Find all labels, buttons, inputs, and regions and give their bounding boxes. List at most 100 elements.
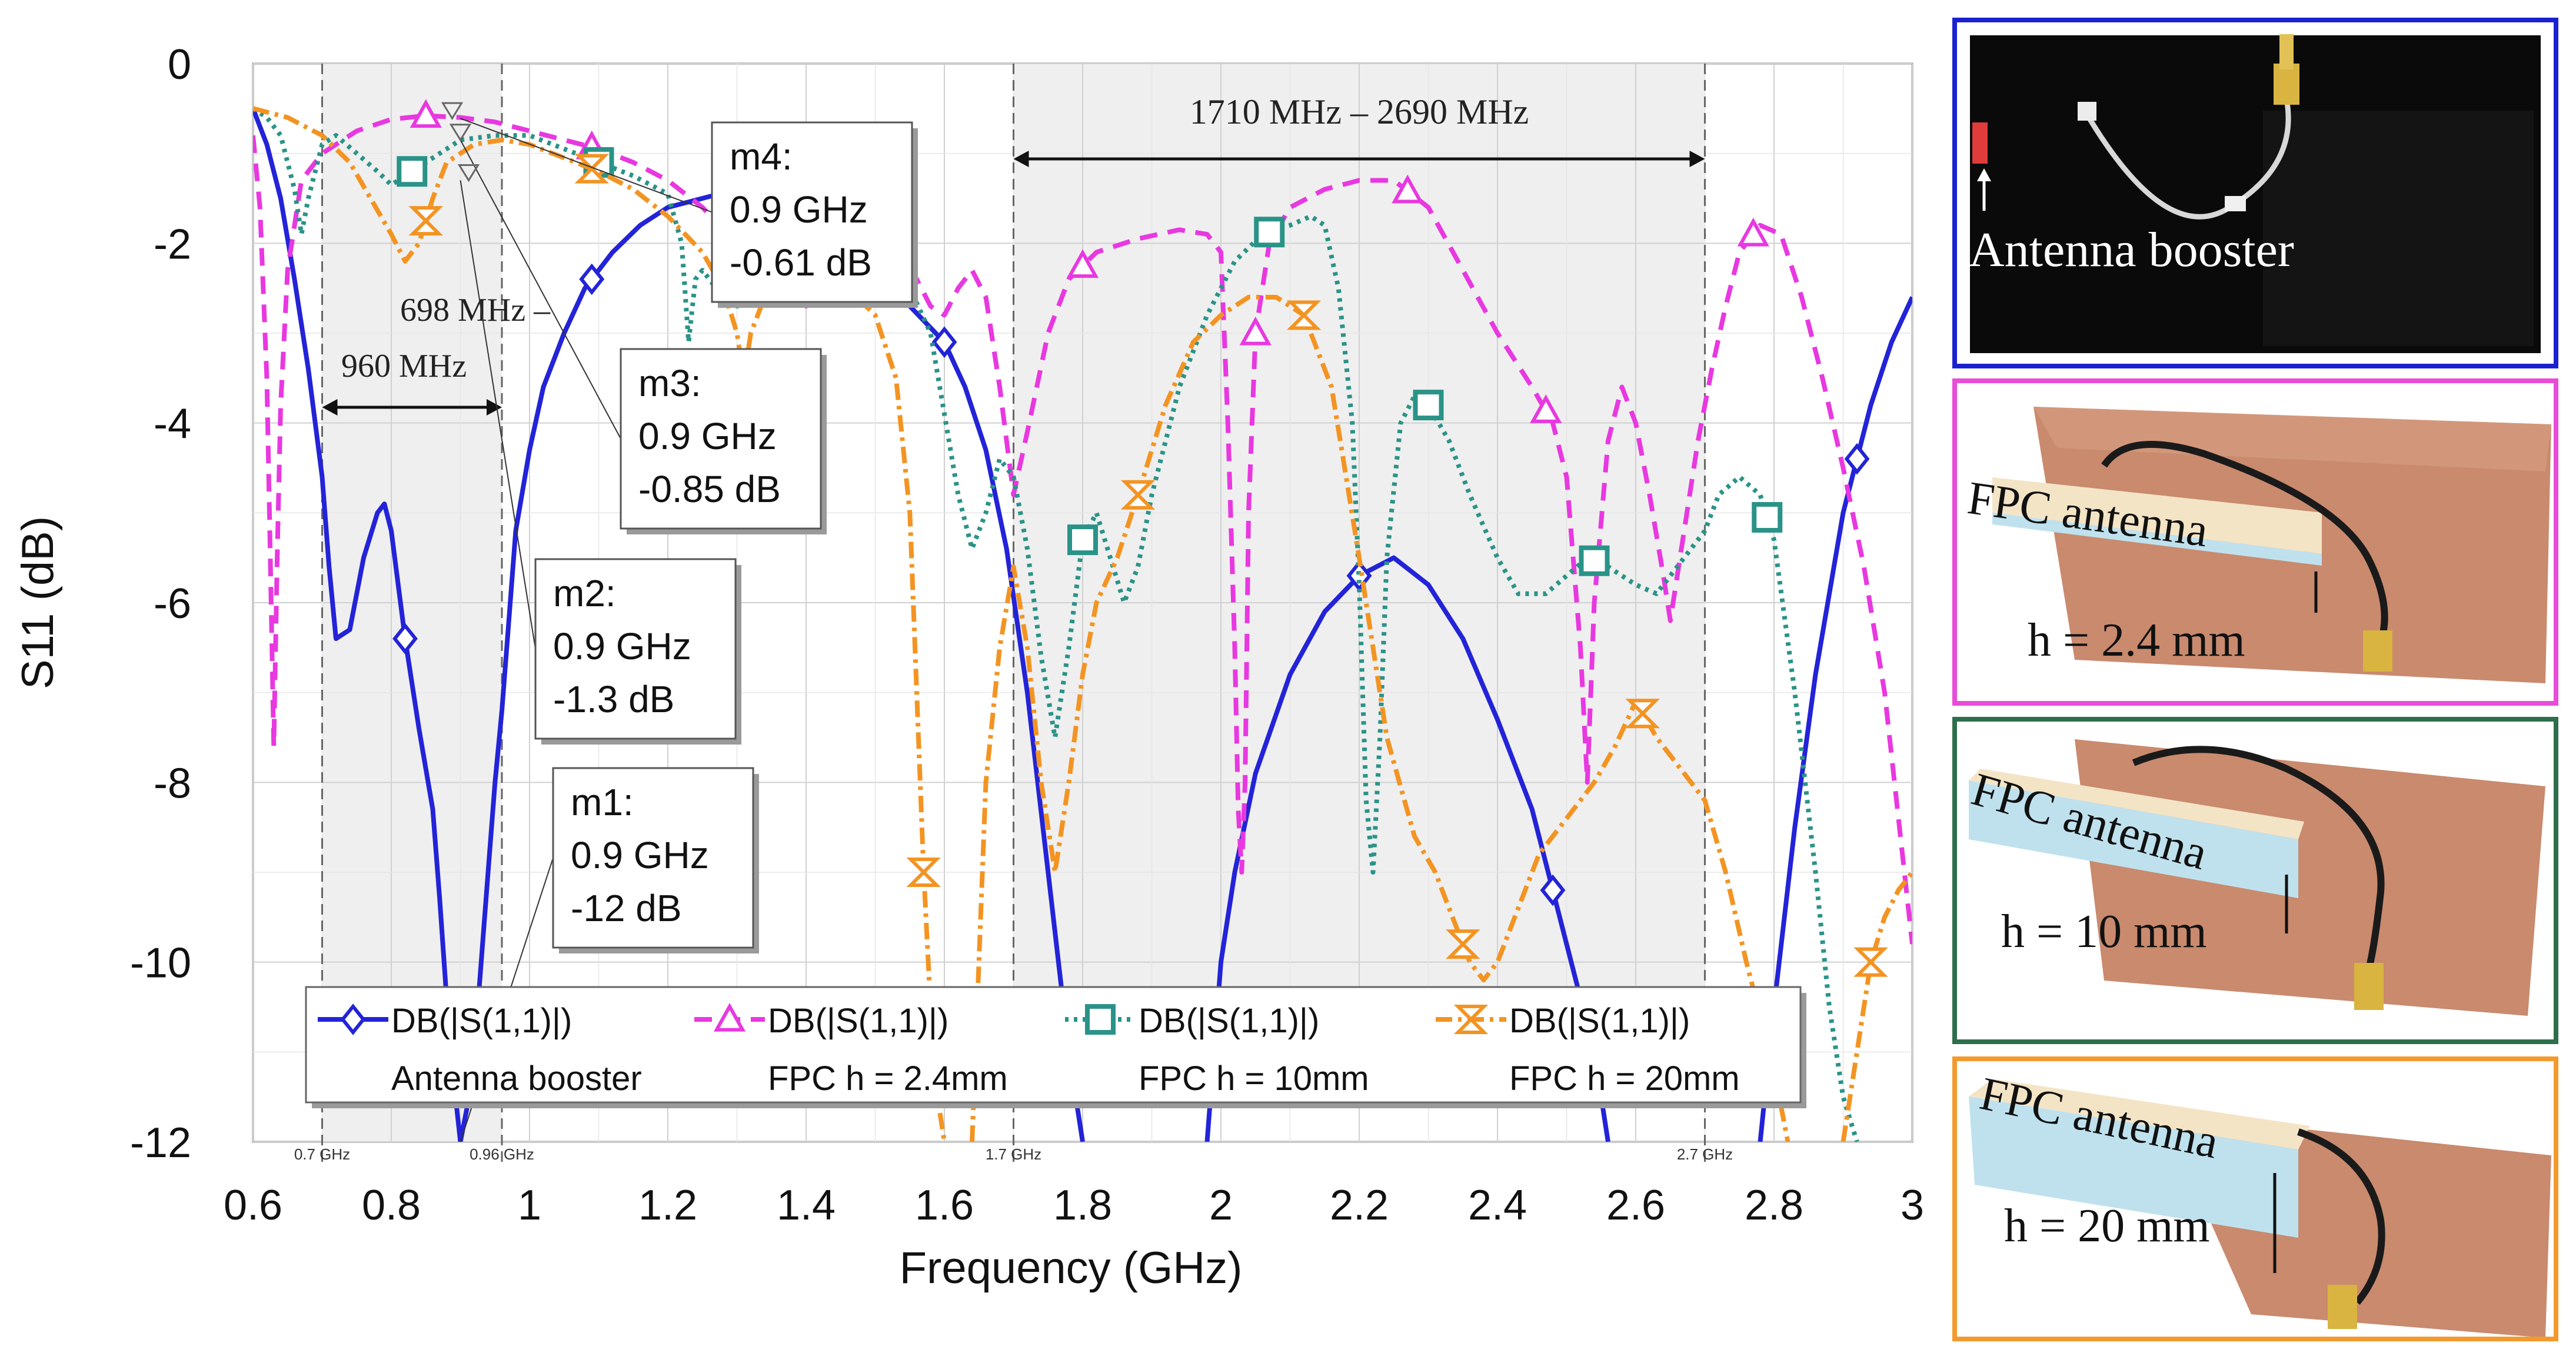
- fpc-10-drawing: [1969, 739, 2545, 1016]
- y-tick-label: -4: [154, 401, 191, 448]
- data-point: [931, 326, 957, 358]
- data-point: [579, 263, 605, 295]
- x-tick-label: 2: [1209, 1182, 1233, 1229]
- data-point: [1067, 524, 1098, 556]
- legend-label-2: FPC h = 20mm: [1509, 1059, 1740, 1098]
- data-point: [408, 206, 443, 236]
- booster-label: Antenna booster: [1969, 222, 2294, 277]
- marker-triangle: [449, 124, 472, 142]
- data-point: [410, 99, 442, 128]
- marker-triangle: [457, 164, 480, 182]
- marker-callout-m2: m2: 0.9 GHz -1.3 dB: [460, 180, 741, 745]
- legend-label: DB(|S(1,1)|): [1139, 1002, 1319, 1040]
- callout-box: [552, 767, 754, 949]
- callout-name: m2:: [553, 572, 616, 614]
- legend-label: DB(|S(1,1)|): [391, 1002, 572, 1040]
- y-tick-label: 0: [168, 41, 191, 88]
- data-point: [397, 156, 428, 187]
- callout-value: -0.85 dB: [638, 468, 781, 510]
- callout-freq: 0.9 GHz: [638, 415, 777, 457]
- band1-arrowhead-right: [487, 399, 502, 416]
- x-tick-label: 3: [1901, 1182, 1924, 1229]
- y-tick-label: -2: [154, 221, 191, 268]
- fpc-2-4-drawing: [1992, 407, 2551, 683]
- data-point: [1844, 443, 1870, 475]
- data-point: [1286, 300, 1322, 330]
- data-point: [1625, 699, 1660, 729]
- data-point: [1579, 545, 1610, 576]
- band-marker-label: 1.7 GHz: [986, 1145, 1041, 1163]
- data-point: [1392, 174, 1424, 204]
- marker-triangle: [441, 102, 464, 120]
- x-tick-label: 1.4: [777, 1182, 836, 1229]
- legend-label: DB(|S(1,1)|): [1509, 1002, 1690, 1040]
- callout-freq: 0.9 GHz: [553, 625, 691, 667]
- photo-antenna-booster: Antenna booster: [1952, 18, 2558, 368]
- data-point: [392, 623, 418, 654]
- y-tick-label: -8: [154, 760, 191, 807]
- legend: DB(|S(1,1)|) Antenna booster DB(|S(1,1)|) F…: [305, 986, 1806, 1108]
- y-tick-label: -6: [154, 580, 191, 627]
- callout-value: -1.3 dB: [553, 678, 674, 720]
- data-point: [574, 154, 609, 184]
- photo-fpc-2-4mm: FPC antenna h = 2.4 mm: [1952, 378, 2558, 706]
- booster-cable: [1972, 34, 2299, 220]
- data-point: [1752, 501, 1783, 533]
- callout-freq: 0.9 GHz: [571, 834, 709, 876]
- legend-label-2: FPC h = 2.4mm: [768, 1059, 1008, 1098]
- data-point: [1413, 390, 1444, 421]
- marker-callout-m4: m4: 0.9 GHz -0.61 dB: [460, 118, 918, 308]
- marker-callout-m1: m1: 0.9 GHz -12 dB: [460, 767, 759, 1142]
- data-point: [1120, 480, 1156, 510]
- data-point: [1737, 217, 1769, 247]
- callout-box: [620, 348, 822, 530]
- data-point: [1066, 249, 1099, 278]
- data-point: [340, 1004, 366, 1035]
- band2-arrowhead-left: [1013, 151, 1029, 167]
- series-line: [1841, 870, 1912, 1142]
- data-point: [1540, 874, 1566, 906]
- x-tick-label: 2.8: [1745, 1182, 1803, 1229]
- callout-name: m3:: [638, 362, 701, 404]
- callout-freq: 0.9 GHz: [730, 188, 868, 231]
- photo-fpc-10mm: FPC antenna h = 10 mm: [1952, 717, 2558, 1044]
- fpc-20-height-label: h = 20 mm: [2004, 1200, 2210, 1252]
- band-marker-label: 0.7 GHz: [294, 1145, 350, 1163]
- callout-leader: [460, 118, 713, 213]
- data-point: [1254, 217, 1285, 248]
- legend-box: [305, 986, 1802, 1104]
- series-line: [1204, 555, 1610, 1142]
- band1-label-line1: 698 MHz –: [400, 292, 551, 328]
- callout-leader: [460, 180, 536, 649]
- fpc-20-drawing: [1969, 1079, 2551, 1337]
- callout-box: [534, 558, 737, 740]
- data-point: [1453, 1005, 1489, 1034]
- data-point: [1239, 316, 1272, 345]
- photo-fpc-20mm: FPC antenna h = 20 mm: [1952, 1056, 2558, 1341]
- marker-callout-m3: m3: 0.9 GHz -0.85 dB: [460, 139, 827, 534]
- data-point: [1853, 947, 1888, 977]
- series-line: [253, 106, 947, 1142]
- data-point: [1085, 1004, 1116, 1035]
- series-4: [253, 106, 1912, 1142]
- band1-arrowhead-left: [322, 399, 338, 416]
- x-tick-label: 2.6: [1606, 1182, 1665, 1229]
- data-point: [713, 1002, 746, 1032]
- x-tick-label: 2.2: [1330, 1182, 1389, 1229]
- x-axis-label: Frequency (GHz): [900, 1243, 1243, 1293]
- x-tick-label: 2.4: [1468, 1182, 1527, 1229]
- fpc-2-4-height-label: h = 2.4 mm: [2028, 614, 2245, 666]
- y-axis-label: S11 (dB): [13, 516, 63, 689]
- s11-chart: 0.7 GHz 0.96 GHz 1.7 GHz 2.7 GHz 698 MHz – 96…: [13, 41, 1924, 1293]
- x-tick-label: 1.6: [915, 1182, 974, 1229]
- data-point: [1530, 394, 1562, 423]
- data-point: [906, 858, 941, 887]
- callout-name: m1:: [571, 781, 634, 823]
- x-tick-label: 1: [518, 1182, 541, 1229]
- callout-value: -0.61 dB: [730, 241, 872, 284]
- band2-arrowhead-right: [1689, 151, 1705, 167]
- y-tick-label: -12: [130, 1119, 191, 1167]
- series-line: [1758, 296, 1912, 1142]
- callout-leader: [460, 139, 621, 439]
